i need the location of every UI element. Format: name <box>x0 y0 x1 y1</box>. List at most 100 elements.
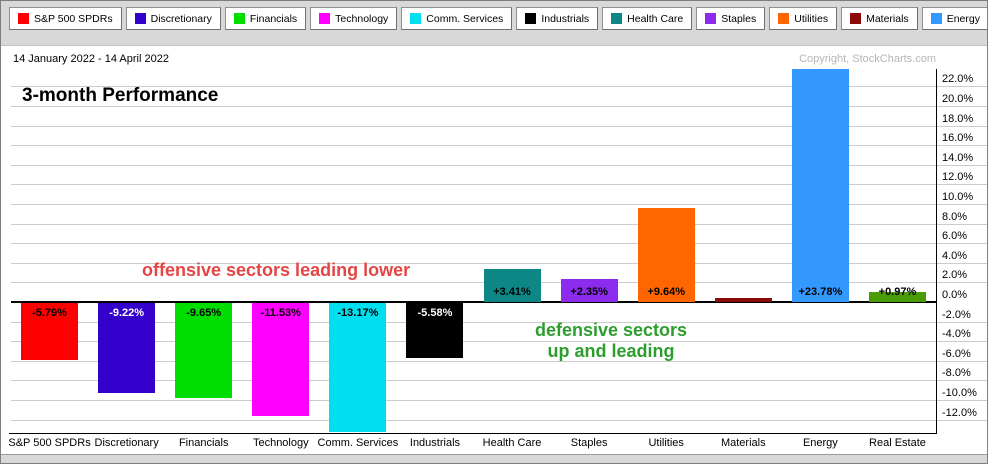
gridline <box>11 262 987 264</box>
gridline <box>11 243 987 245</box>
x-axis-label-real-estate: Real Estate <box>869 437 926 449</box>
legend-item-energy[interactable]: Energy <box>921 7 987 30</box>
chart-title: 3-month Performance <box>22 85 219 106</box>
legend-item-industrials[interactable]: Industrials <box>516 7 599 30</box>
defensive-annotation-line2: up and leading <box>547 341 675 361</box>
legend-item-staples[interactable]: Staples <box>696 7 766 30</box>
y-axis-tick-label: 6.0% <box>942 230 968 243</box>
health-care-swatch-icon <box>611 13 623 24</box>
x-axis-line <box>9 433 937 434</box>
bar-technology <box>252 303 310 416</box>
gridline <box>11 106 987 107</box>
y-axis-tick-label: 2.0% <box>942 269 968 282</box>
bar-value-label-financials: -9.65% <box>186 307 222 319</box>
y-axis-tick-label: 22.0% <box>942 73 974 86</box>
legend-item-label: Materials <box>866 12 909 25</box>
gridline <box>11 341 987 343</box>
gridline <box>11 321 987 323</box>
y-axis-tick-label: 18.0% <box>942 112 974 125</box>
y-axis-tick-label: 8.0% <box>942 210 968 223</box>
y-axis-tick-label: 12.0% <box>942 171 974 184</box>
bar-value-label-discretionary: -9.22% <box>109 307 145 319</box>
legend-item-health-care[interactable]: Health Care <box>602 7 693 30</box>
gridline <box>11 125 987 127</box>
x-axis-label-energy: Energy <box>802 437 838 449</box>
bar-financials <box>175 303 233 398</box>
gridline <box>11 86 987 88</box>
industrials-swatch-icon <box>525 13 537 24</box>
y-axis-line <box>936 69 937 434</box>
bar-discretionary <box>98 303 156 394</box>
gridline <box>11 400 987 401</box>
bar-value-label-comm-services: -13.17% <box>337 307 379 319</box>
x-axis-label-s-p-500-spdrs: S&P 500 SPDRs <box>8 437 91 449</box>
bar-value-label-industrials: -5.58% <box>417 307 453 319</box>
bar-s-p-500-spdrs <box>21 303 79 360</box>
bar-value-label-energy: +23.78% <box>798 286 843 298</box>
legend-item-label: Industrials <box>541 12 590 25</box>
x-axis-label-health-care: Health Care <box>482 437 542 449</box>
gridline <box>11 164 987 166</box>
y-axis-tick-label: 0.0% <box>942 289 968 301</box>
legend-item-technology[interactable]: Technology <box>310 7 398 30</box>
defensive-annotation: defensive sectors up and leading <box>501 320 721 362</box>
bar-energy <box>791 68 849 302</box>
s-p-500-spdrs-swatch-icon <box>18 13 29 24</box>
gridline <box>11 360 987 362</box>
defensive-annotation-line1: defensive sectors <box>534 320 688 340</box>
staples-swatch-icon <box>705 13 717 24</box>
date-range: 14 January 2022 - 14 April 2022 <box>13 53 169 65</box>
x-axis-label-financials: Financials <box>178 437 229 449</box>
y-axis-tick-label: -10.0% <box>942 387 977 399</box>
legend-item-financials[interactable]: Financials <box>224 7 307 30</box>
bar-value-label-staples: +2.35% <box>570 286 608 298</box>
y-axis-tick-label: 16.0% <box>942 132 974 145</box>
legend-item-label: Comm. Services <box>426 12 504 25</box>
legend-item-label: Energy <box>946 12 980 25</box>
copyright-notice: Copyright, StockCharts.com <box>799 53 936 65</box>
legend-item-label: Health Care <box>627 12 684 25</box>
legend-item-s-p-500-spdrs[interactable]: S&P 500 SPDRs <box>9 7 122 30</box>
legend-item-label: Discretionary <box>150 12 212 25</box>
bar-staples <box>560 278 618 302</box>
gridline <box>11 419 987 421</box>
y-axis-tick-label: -12.0% <box>942 406 977 419</box>
legend-item-label: Staples <box>721 12 757 25</box>
bar-materials <box>714 298 772 302</box>
y-axis-tick-label: -6.0% <box>942 347 971 360</box>
financials-swatch-icon <box>233 13 245 24</box>
x-axis-label-utilities: Utilities <box>648 437 684 449</box>
bar-health-care <box>483 268 541 302</box>
y-axis-tick-label: 14.0% <box>942 151 974 164</box>
x-axis-label-industrials: Industrials <box>409 437 461 449</box>
legend-item-utilities[interactable]: Utilities <box>769 7 838 30</box>
bar-industrials <box>406 303 464 358</box>
zero-baseline <box>11 301 936 303</box>
legend-item-label: S&P 500 SPDRs <box>34 12 113 25</box>
offensive-annotation: offensive sectors leading lower <box>142 260 411 280</box>
gridline <box>11 145 987 147</box>
bar-real-estate <box>868 292 926 302</box>
x-axis-label-discretionary: Discretionary <box>94 437 159 449</box>
y-axis-tick-label: 10.0% <box>942 191 974 203</box>
bar-utilities <box>637 207 695 302</box>
bar-value-label-technology: -11.53% <box>260 307 301 319</box>
y-axis-tick-label: -4.0% <box>942 328 971 341</box>
gridline <box>11 223 987 225</box>
bar-value-label-real-estate: +0.97% <box>878 286 917 298</box>
y-axis-tick-label: 4.0% <box>942 249 968 262</box>
x-axis-label-materials: Materials <box>720 437 766 449</box>
utilities-swatch-icon <box>778 13 790 24</box>
gridline <box>11 184 987 186</box>
gridline <box>11 204 987 205</box>
legend-item-comm-services[interactable]: Comm. Services <box>401 7 513 30</box>
materials-swatch-icon <box>850 13 862 24</box>
legend-item-materials[interactable]: Materials <box>841 7 918 30</box>
gridline <box>11 380 987 382</box>
technology-swatch-icon <box>319 13 331 24</box>
discretionary-swatch-icon <box>134 13 146 24</box>
legend-item-label: Utilities <box>794 12 829 25</box>
bar-value-label-health-care: +3.41% <box>493 286 531 298</box>
legend-item-discretionary[interactable]: Discretionary <box>125 7 221 30</box>
